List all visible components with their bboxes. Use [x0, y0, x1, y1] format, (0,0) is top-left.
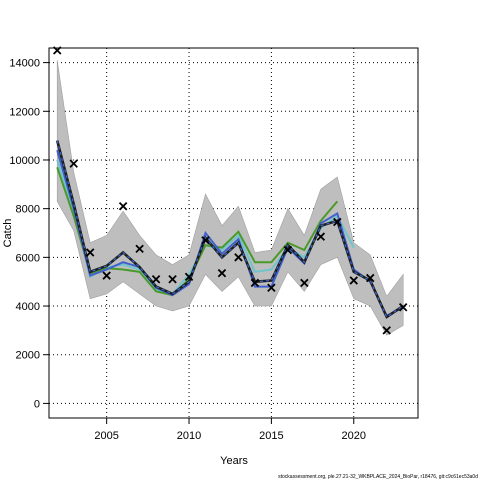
observed-point: [118, 201, 128, 211]
observed-point-stroke: [234, 253, 243, 262]
observed-points: [53, 46, 408, 335]
observed-point: [250, 278, 260, 288]
observed-point: [398, 303, 408, 312]
gridlines: [49, 48, 418, 418]
observed-point: [234, 253, 243, 262]
observed-point: [168, 275, 177, 284]
observed-point-stroke: [300, 278, 309, 288]
observed-point-stroke: [217, 268, 227, 278]
observed-point-stroke: [184, 272, 194, 282]
y-axis: 0 2000 4000 6000 8000 10000 12000 14000: [9, 58, 49, 410]
observed-point: [102, 271, 111, 280]
y-tick-label: 10000: [9, 155, 40, 167]
x-tick-label: 2005: [94, 430, 118, 442]
observed-point-stroke: [135, 244, 144, 254]
y-tick-label: 2000: [16, 350, 40, 362]
footer-note: stockassessment.org, ple.27.21-32_WKBPLA…: [278, 474, 478, 480]
observed-point-stroke: [69, 159, 78, 168]
observed-point-stroke: [168, 275, 177, 284]
observed-point: [333, 217, 342, 227]
observed-point-stroke: [85, 248, 95, 257]
x-tick-label: 2010: [177, 430, 201, 442]
observed-point: [151, 275, 161, 284]
observed-point-stroke: [316, 232, 326, 241]
observed-point-stroke: [267, 283, 276, 293]
observed-point-stroke: [118, 201, 128, 211]
observed-point: [85, 248, 95, 257]
observed-point: [135, 244, 144, 254]
x-tick-label: 2015: [259, 430, 283, 442]
observed-point-stroke: [365, 273, 375, 283]
observed-point-stroke: [349, 276, 358, 285]
observed-point: [283, 245, 293, 255]
observed-point-stroke: [382, 326, 391, 335]
series-line: [56, 149, 404, 318]
observed-point: [201, 236, 210, 245]
confidence-band: [56, 60, 404, 336]
observed-point: [382, 326, 391, 335]
observed-point: [69, 159, 78, 168]
observed-point: [217, 268, 227, 278]
observed-point-stroke: [283, 245, 293, 255]
y-axis-title: Catch: [2, 219, 14, 248]
observed-point: [184, 272, 194, 282]
series-line-dash: [56, 140, 404, 318]
confidence-band-area: [56, 60, 404, 336]
observed-point-stroke: [398, 303, 408, 312]
observed-point-stroke: [151, 275, 161, 284]
observed-point-stroke: [102, 271, 111, 280]
y-tick-label: 6000: [16, 252, 40, 264]
x-tick-label: 2020: [342, 430, 366, 442]
y-tick-label: 4000: [16, 301, 40, 313]
plot-frame: [48, 47, 419, 419]
observed-point: [300, 278, 309, 288]
fitted-series: [55, 140, 404, 319]
x-axis-title: Years: [220, 455, 248, 467]
y-tick-label: 14000: [9, 58, 40, 70]
y-tick-label: 12000: [9, 106, 40, 118]
observed-point: [316, 232, 326, 241]
observed-point: [349, 276, 358, 285]
observed-point: [365, 273, 375, 283]
y-tick-label: 8000: [16, 204, 40, 216]
y-tick-label: 0: [34, 398, 40, 410]
observed-point: [267, 283, 276, 293]
observed-point-stroke: [201, 236, 210, 245]
x-axis: 2005 2010 2015 2020: [94, 418, 366, 442]
observed-point-stroke: [250, 278, 260, 288]
observed-point-stroke: [333, 217, 342, 227]
